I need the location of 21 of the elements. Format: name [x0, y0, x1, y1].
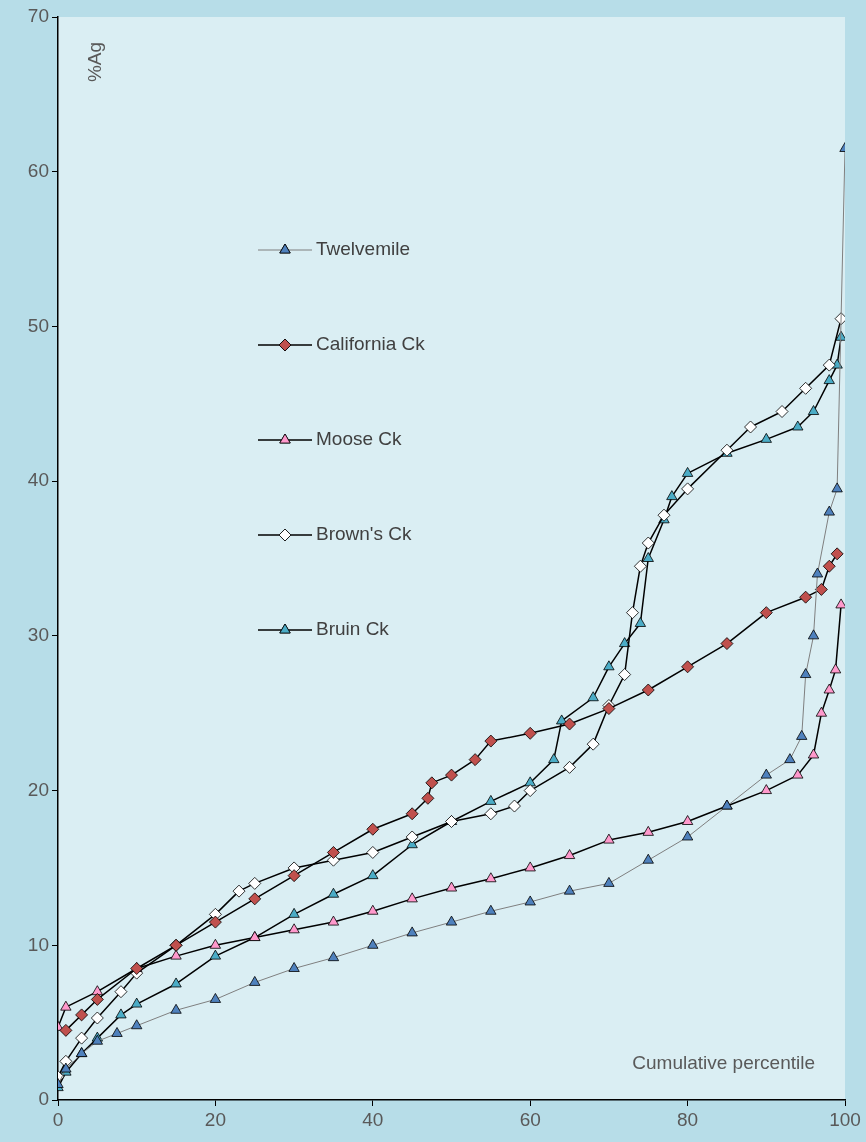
- y-tick-label: 70: [27, 5, 49, 27]
- legend-label: Bruin Ck: [316, 618, 390, 640]
- x-tick-label: 40: [362, 1108, 384, 1130]
- y-tick-label: 0: [38, 1088, 49, 1110]
- x-tick-label: 20: [204, 1108, 226, 1130]
- y-tick-label: 10: [27, 933, 49, 955]
- y-tick-label: 40: [27, 469, 49, 491]
- x-tick-label: 0: [52, 1108, 64, 1130]
- x-tick-label: 100: [829, 1108, 861, 1130]
- legend-label: Twelvemile: [316, 238, 410, 260]
- x-axis-title: Cumulative percentile: [632, 1052, 815, 1074]
- y-axis-title: %Ag: [84, 41, 106, 83]
- legend-label: Moose Ck: [316, 428, 403, 450]
- legend-label: Brown's Ck: [316, 523, 412, 545]
- y-tick-label: 60: [27, 159, 49, 181]
- x-tick-label: 60: [519, 1108, 541, 1130]
- legend-label: California Ck: [316, 333, 426, 355]
- y-tick-label: 30: [27, 624, 49, 646]
- x-tick-label: 80: [677, 1108, 699, 1130]
- y-tick-label: 20: [27, 778, 49, 800]
- y-tick-label: 50: [27, 314, 49, 336]
